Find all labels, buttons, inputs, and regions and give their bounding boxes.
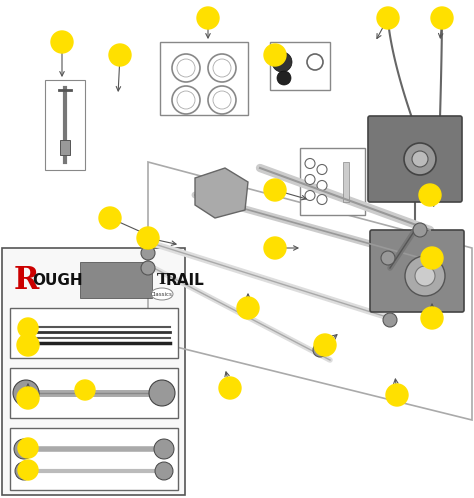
Text: RAIL: RAIL xyxy=(166,272,205,287)
Circle shape xyxy=(272,52,292,72)
Bar xyxy=(270,42,330,90)
Circle shape xyxy=(405,256,445,296)
Circle shape xyxy=(237,297,259,319)
Circle shape xyxy=(307,54,323,70)
Text: R: R xyxy=(14,264,39,295)
FancyBboxPatch shape xyxy=(370,230,464,312)
Circle shape xyxy=(141,246,155,260)
Circle shape xyxy=(149,380,175,406)
Bar xyxy=(160,42,248,115)
Circle shape xyxy=(213,91,231,109)
Bar xyxy=(343,161,349,202)
Bar xyxy=(80,262,152,298)
Bar xyxy=(300,148,365,215)
Text: T: T xyxy=(157,273,168,287)
Circle shape xyxy=(15,462,33,480)
Ellipse shape xyxy=(151,288,173,300)
Text: Classics: Classics xyxy=(151,291,173,296)
Circle shape xyxy=(313,343,327,357)
Bar xyxy=(10,368,178,418)
Text: 1x: 1x xyxy=(25,320,34,326)
Circle shape xyxy=(413,223,427,237)
Text: OUGH: OUGH xyxy=(32,272,82,287)
Circle shape xyxy=(431,7,453,29)
Bar xyxy=(45,80,85,170)
Circle shape xyxy=(314,334,336,356)
Polygon shape xyxy=(195,168,248,218)
Bar xyxy=(60,140,70,155)
Circle shape xyxy=(109,44,131,66)
Circle shape xyxy=(141,235,155,249)
Circle shape xyxy=(51,31,73,53)
Circle shape xyxy=(264,237,286,259)
Circle shape xyxy=(17,387,39,409)
Circle shape xyxy=(177,59,195,77)
Circle shape xyxy=(172,86,200,114)
Circle shape xyxy=(208,54,236,82)
Circle shape xyxy=(137,227,159,249)
Circle shape xyxy=(197,7,219,29)
Circle shape xyxy=(18,460,38,480)
Circle shape xyxy=(18,438,38,458)
Circle shape xyxy=(317,164,327,174)
Circle shape xyxy=(383,313,397,327)
Bar xyxy=(10,308,178,358)
Circle shape xyxy=(213,59,231,77)
Circle shape xyxy=(404,143,436,175)
Circle shape xyxy=(177,91,195,109)
Circle shape xyxy=(264,179,286,201)
Circle shape xyxy=(155,462,173,480)
Circle shape xyxy=(386,384,408,406)
Circle shape xyxy=(277,71,291,85)
Circle shape xyxy=(305,174,315,184)
Circle shape xyxy=(99,207,121,229)
Circle shape xyxy=(421,247,443,269)
Circle shape xyxy=(381,251,395,265)
Circle shape xyxy=(415,266,435,286)
FancyBboxPatch shape xyxy=(368,116,462,202)
Circle shape xyxy=(219,377,241,399)
Circle shape xyxy=(18,318,38,338)
Circle shape xyxy=(172,54,200,82)
Circle shape xyxy=(317,195,327,205)
Circle shape xyxy=(412,151,428,167)
Bar xyxy=(10,428,178,490)
Circle shape xyxy=(17,334,39,356)
Bar xyxy=(2,248,185,495)
Circle shape xyxy=(75,380,95,400)
Circle shape xyxy=(141,261,155,275)
Circle shape xyxy=(305,158,315,168)
Circle shape xyxy=(377,7,399,29)
Circle shape xyxy=(421,307,443,329)
Circle shape xyxy=(419,184,441,206)
Circle shape xyxy=(264,44,286,66)
Circle shape xyxy=(13,380,39,406)
Circle shape xyxy=(317,180,327,191)
Circle shape xyxy=(154,439,174,459)
Circle shape xyxy=(305,191,315,201)
Circle shape xyxy=(14,439,34,459)
Circle shape xyxy=(208,86,236,114)
